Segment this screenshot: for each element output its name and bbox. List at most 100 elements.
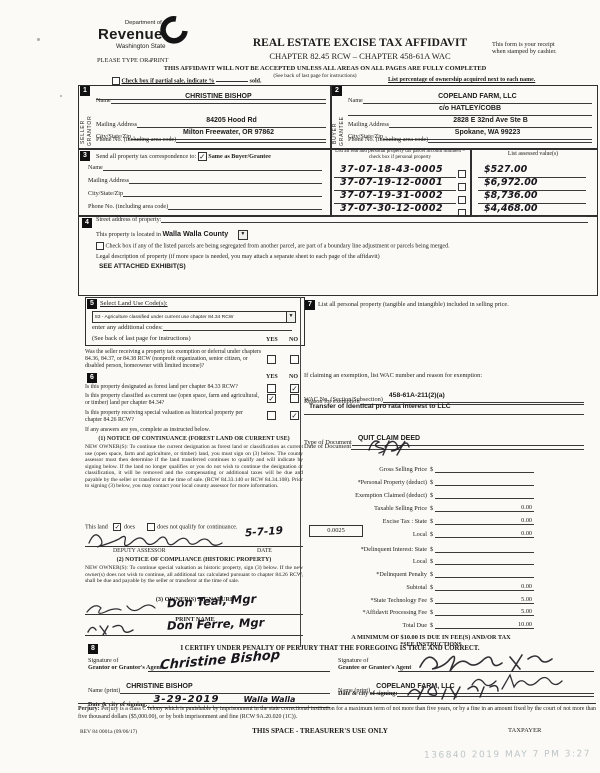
grantee-signature-line[interactable] [398,671,594,672]
additional-codes-field[interactable] [162,330,292,331]
partial-sale-checkbox[interactable] [112,77,120,85]
doc-date-field[interactable] [351,449,584,450]
money-field[interactable]: 0.00 [435,581,534,591]
seller-side-label: SELLER [80,120,86,144]
money-label: Taxable Selling Price [374,505,427,512]
parcel-field[interactable]: 37-07-18-43-0005 [334,160,456,178]
exemption-no-checkbox[interactable] [290,355,299,364]
dollar-sign: $ [430,492,434,499]
buyer-phone-field[interactable] [428,142,592,143]
buyer-name-field[interactable]: COPELAND FARM, LLC [362,86,592,104]
dollar-sign: $ [430,505,434,512]
grantor-sig-label2: Grantor or Grantor's Agent [88,664,162,671]
exemption-yes-checkbox[interactable] [267,355,276,364]
seller-mailing-field[interactable]: 84205 Hood Rd [137,110,326,128]
does-checkbox[interactable]: ✓ [113,523,122,531]
money-field[interactable]: 5.00 [435,594,534,604]
correspondence-label: Send all property tax correspondence to: [96,152,197,160]
money-field[interactable] [435,555,534,565]
seller-name-field[interactable]: CHRISTINE BISHOP [110,86,326,104]
corr-name-field[interactable] [102,170,322,171]
grantee-date-field[interactable] [397,696,594,697]
money-field[interactable]: 0.00 [435,515,534,525]
notice1-title: (1) NOTICE OF CONTINUANCE (FOREST LAND O… [98,436,290,442]
buyer-city-field[interactable]: Spokane, WA 99223 [383,122,592,140]
seller-extra-line[interactable] [96,98,326,100]
money-field[interactable]: 5.00 [435,606,534,616]
assessed-field[interactable]: $8,736.00 [478,186,586,204]
parcel-field[interactable]: 37-07-19-31-0002 [334,186,456,204]
grantee-sig-label1: Signature of [338,657,369,664]
partial-sale-percent-field[interactable] [216,81,249,83]
right-column: 7 List all personal property (tangible a… [300,297,597,648]
reason-extra-line[interactable] [304,414,584,415]
corr-mailing-field[interactable] [129,183,322,184]
assessed-field[interactable]: $527.00 [478,160,586,178]
owner-print-scribble [87,624,134,636]
seller-name-label: Name [96,96,111,104]
buyer-mailing-field[interactable]: 2828 E 32nd Ave Ste B [389,110,592,128]
same-as-buyer-checkbox[interactable]: ✓ [197,152,207,161]
assessed-field[interactable]: $4,468.00 [478,199,586,217]
q3-no-checkbox[interactable]: ✓ [290,411,299,420]
money-field[interactable] [435,476,534,486]
parcel-personal-checkbox[interactable] [458,182,466,191]
wac-field[interactable]: 458-61A-211(2)(a) [382,385,584,403]
partial-sale-row: Check box if partial sale, indicate % so… [112,77,262,85]
county-dropdown-icon[interactable]: ▼ [237,229,248,240]
section-6-badge: 6 [87,373,97,383]
left-column: 5 Select Land Use Code(s): 83 - Agricult… [85,297,307,642]
q1-yes-checkbox[interactable] [267,384,276,393]
land-use-dropdown-icon[interactable]: ▼ [286,312,295,322]
parcel-personal-checkbox[interactable] [458,169,466,178]
parcel-personal-checkbox[interactable] [458,195,466,204]
street-address-field[interactable] [161,222,588,223]
money-field[interactable] [435,463,534,473]
notice1-body: NEW OWNER(S): To continue the current de… [85,444,303,490]
q3-yes-checkbox[interactable] [267,411,276,420]
seller-phone-label: Phone No. (including area code) [96,136,177,143]
q2-no-checkbox[interactable] [290,394,299,403]
qualify-row: This land ✓ does does not qualify for co… [85,523,238,531]
corr-phone-field[interactable] [168,209,322,210]
segregated-label: Check box if any of the listed parcels a… [105,243,450,250]
treasurer-use-label: THIS SPACE - TREASURER'S USE ONLY [252,727,388,735]
land-use-dropdown[interactable]: 83 - Agriculture classified under curren… [92,311,296,323]
perjury-bold: Perjury: [78,706,100,712]
reason-value: Transfer of identical pro rata interest … [309,403,451,410]
money-field[interactable] [435,568,534,578]
grantor-name-label: Name (print) [88,686,121,694]
money-label: *State Technology Fee [370,597,427,604]
q1-no-checkbox[interactable]: ✓ [290,384,299,393]
dept-of-label: Department of [125,20,162,26]
additional-codes-label: enter any additional codes: [92,324,163,331]
buyer-mailing-label: Mailing Address [348,120,390,128]
segregated-checkbox[interactable] [96,242,104,250]
print-name-line[interactable] [85,635,303,636]
owner-signature-line[interactable] [85,614,303,615]
deputy-signature-line[interactable] [85,546,303,547]
money-field[interactable]: 10.00 [435,619,534,629]
buyer-co-field[interactable]: c/o HATLEY/COBB [348,98,592,116]
does-not-checkbox[interactable] [146,523,155,531]
deputy-assessor-label: DEPUTY ASSESSOR [113,548,166,554]
corr-city-field[interactable] [123,196,322,197]
doc-type-field[interactable]: QUIT CLAIM DEED [351,428,584,446]
grantor-signature-line[interactable] [148,671,330,672]
grantor-date-field[interactable]: 3-29-2019 Walla Walla [147,690,330,708]
seller-city-field[interactable]: Milton Freewater, OR 97862 [131,122,326,140]
seller-phone-field[interactable] [176,142,326,143]
parcel-personal-checkbox[interactable] [458,208,466,217]
assessed-field[interactable]: $6,972.00 [478,173,586,191]
reason-field[interactable] [359,404,584,405]
money-label: Excise Tax : State [382,518,427,525]
money-field[interactable] [435,489,534,499]
money-field[interactable]: 0.00 [435,502,534,512]
receipt-note: This form is your receipt when stamped b… [492,41,557,55]
grantor-name-field[interactable]: CHRISTINE BISHOP [120,676,330,694]
parcel-field[interactable]: 37-07-19-12-0001 [334,173,456,191]
money-field[interactable] [435,543,534,553]
parcel-field[interactable]: 37-07-30-12-0002 [334,199,456,217]
money-field[interactable]: 0.00 [435,528,534,538]
q2-yes-checkbox[interactable]: ✓ [267,394,276,403]
